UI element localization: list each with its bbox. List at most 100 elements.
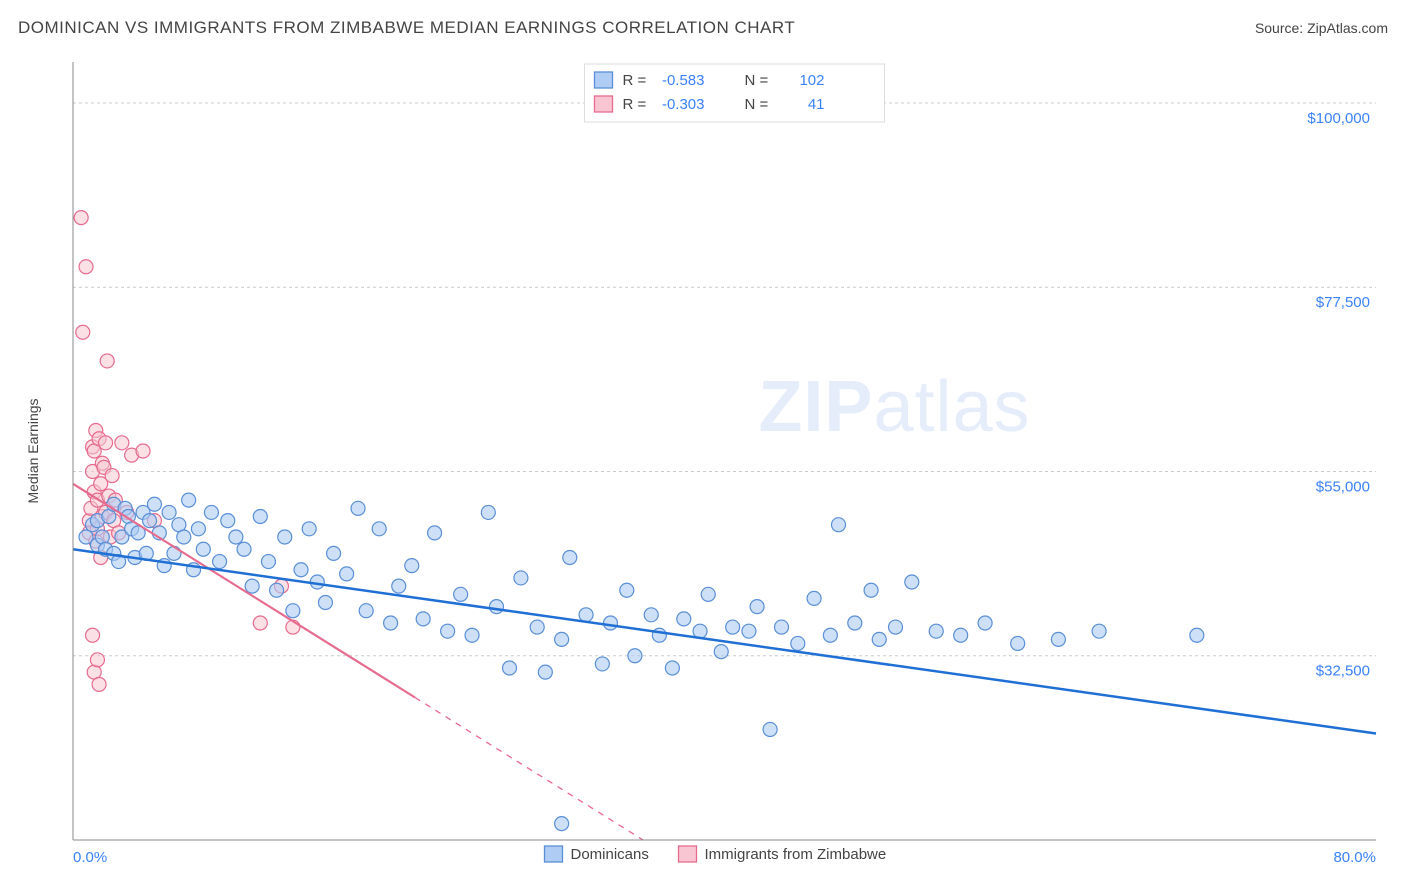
blue-point — [204, 505, 218, 519]
blue-point — [954, 628, 968, 642]
blue-trendline — [73, 549, 1376, 733]
chart-title: DOMINICAN VS IMMIGRANTS FROM ZIMBABWE ME… — [18, 18, 795, 38]
blue-point — [302, 522, 316, 536]
blue-point — [162, 505, 176, 519]
blue-point — [503, 661, 517, 675]
pink-point — [76, 325, 90, 339]
stats-legend-swatch — [595, 72, 613, 88]
stats-n-label: N = — [745, 96, 769, 113]
blue-point — [595, 657, 609, 671]
blue-point — [823, 628, 837, 642]
stats-r-value: -0.583 — [662, 72, 705, 89]
blue-point — [644, 608, 658, 622]
blue-point — [978, 616, 992, 630]
blue-point — [359, 604, 373, 618]
blue-point — [286, 604, 300, 618]
blue-point — [327, 546, 341, 560]
pink-point — [86, 628, 100, 642]
blue-point — [405, 559, 419, 573]
scatter-chart: $32,500$55,000$77,500$100,000ZIPatlasMed… — [18, 50, 1388, 882]
blue-point — [177, 530, 191, 544]
series-legend-label: Immigrants from Zimbabwe — [705, 846, 887, 863]
blue-point — [701, 587, 715, 601]
blue-point — [351, 501, 365, 515]
blue-point — [392, 579, 406, 593]
stats-r-value: -0.303 — [662, 96, 705, 113]
blue-point — [245, 579, 259, 593]
pink-point — [136, 444, 150, 458]
blue-point — [384, 616, 398, 630]
blue-point — [628, 649, 642, 663]
blue-point — [530, 620, 544, 634]
blue-point — [514, 571, 528, 585]
series-legend-label: Dominicans — [571, 846, 649, 863]
blue-point — [253, 510, 267, 524]
blue-point — [563, 550, 577, 564]
blue-point — [147, 497, 161, 511]
blue-point — [763, 722, 777, 736]
series-legend-swatch — [545, 846, 563, 862]
y-tick-label: $100,000 — [1307, 110, 1370, 127]
blue-point — [1190, 628, 1204, 642]
blue-point — [555, 632, 569, 646]
pink-point — [253, 616, 267, 630]
stats-r-label: R = — [623, 72, 647, 89]
y-tick-label: $55,000 — [1316, 478, 1370, 495]
pink-trendline-extrapolated — [415, 698, 643, 840]
blue-point — [620, 583, 634, 597]
chart-container: $32,500$55,000$77,500$100,000ZIPatlasMed… — [18, 50, 1388, 882]
pink-point — [105, 469, 119, 483]
blue-point — [167, 546, 181, 560]
blue-point — [538, 665, 552, 679]
pink-point — [74, 211, 88, 225]
blue-point — [807, 591, 821, 605]
blue-point — [278, 530, 292, 544]
blue-point — [714, 645, 728, 659]
blue-point — [603, 616, 617, 630]
blue-point — [318, 596, 332, 610]
blue-point — [832, 518, 846, 532]
blue-point — [905, 575, 919, 589]
blue-point — [750, 600, 764, 614]
blue-point — [848, 616, 862, 630]
blue-point — [340, 567, 354, 581]
y-tick-label: $32,500 — [1316, 663, 1370, 680]
blue-point — [726, 620, 740, 634]
pink-point — [99, 436, 113, 450]
series-legend-swatch — [679, 846, 697, 862]
pink-point — [92, 677, 106, 691]
pink-point — [90, 653, 104, 667]
blue-point — [372, 522, 386, 536]
blue-point — [441, 624, 455, 638]
blue-point — [237, 542, 251, 556]
blue-point — [742, 624, 756, 638]
blue-point — [182, 493, 196, 507]
stats-n-value: 41 — [808, 96, 825, 113]
pink-point — [100, 354, 114, 368]
blue-point — [213, 555, 227, 569]
blue-point — [221, 514, 235, 528]
blue-point — [143, 514, 157, 528]
y-tick-label: $77,500 — [1316, 294, 1370, 311]
blue-point — [229, 530, 243, 544]
blue-point — [416, 612, 430, 626]
blue-point — [261, 555, 275, 569]
blue-point — [1011, 636, 1025, 650]
blue-point — [775, 620, 789, 634]
blue-point — [196, 542, 210, 556]
blue-point — [489, 600, 503, 614]
stats-n-value: 102 — [799, 72, 824, 89]
blue-point — [191, 522, 205, 536]
blue-point — [481, 505, 495, 519]
stats-legend-swatch — [595, 96, 613, 112]
blue-point — [1092, 624, 1106, 638]
blue-point — [428, 526, 442, 540]
blue-point — [270, 583, 284, 597]
chart-source: Source: ZipAtlas.com — [1255, 20, 1388, 36]
x-axis-min-label: 0.0% — [73, 849, 107, 866]
blue-point — [465, 628, 479, 642]
blue-point — [294, 563, 308, 577]
stats-r-label: R = — [623, 96, 647, 113]
pink-point — [115, 436, 129, 450]
blue-point — [791, 636, 805, 650]
